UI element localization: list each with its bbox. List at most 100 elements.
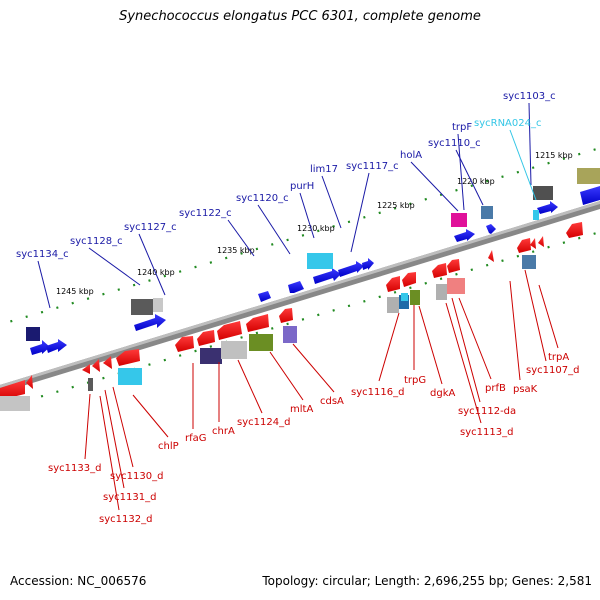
label-leader-line (524, 269, 547, 362)
label-leader-line (445, 302, 482, 424)
gene-arrow[interactable] (175, 336, 194, 352)
forward-gene-label[interactable]: sycRNA024_c (474, 118, 541, 129)
forward-gene-label[interactable]: syc1122_c (179, 208, 232, 219)
gene-arrow[interactable] (116, 349, 140, 366)
gene-arrow[interactable] (217, 321, 242, 340)
reverse-gene-label[interactable]: syc1130_d (110, 471, 163, 482)
feature-box[interactable] (26, 327, 40, 341)
reverse-gene-label[interactable]: rfaG (185, 433, 207, 444)
gene-features (0, 168, 600, 411)
label-leader-line (451, 297, 481, 403)
reverse-gene-label[interactable]: syc1132_d (99, 514, 152, 525)
gene-arrow[interactable] (580, 186, 600, 205)
reverse-gene-label[interactable]: syc1112-da (458, 406, 516, 417)
gene-arrow[interactable] (530, 238, 536, 249)
feature-box[interactable] (577, 168, 600, 184)
reverse-gene-label[interactable]: syc1124_d (237, 417, 290, 428)
feature-box[interactable] (283, 326, 297, 343)
gene-arrow[interactable] (386, 276, 400, 292)
feature-box[interactable] (387, 297, 399, 313)
feature-box[interactable] (153, 298, 163, 312)
gene-arrow[interactable] (30, 340, 50, 355)
feature-box[interactable] (221, 341, 247, 359)
forward-gene-label[interactable]: syc1110_c (428, 138, 481, 149)
reverse-gene-label[interactable]: psaK (513, 384, 538, 395)
label-leader-line (112, 386, 134, 468)
label-leader-line (378, 312, 400, 382)
gene-arrow[interactable] (313, 268, 341, 284)
gene-arrow[interactable] (197, 330, 215, 346)
gene-arrow[interactable] (103, 356, 112, 369)
feature-box[interactable] (447, 278, 465, 294)
label-leader-line (538, 284, 559, 349)
feature-box[interactable] (0, 396, 30, 411)
feature-box[interactable] (249, 334, 273, 351)
feature-box[interactable] (533, 210, 539, 220)
label-leader-line (37, 260, 51, 309)
reverse-gene-label[interactable]: syc1133_d (48, 463, 101, 474)
gene-arrow[interactable] (432, 263, 447, 278)
reverse-gene-label[interactable]: trpA (548, 352, 569, 363)
feature-box[interactable] (451, 213, 467, 227)
gene-arrow[interactable] (82, 364, 90, 374)
reverse-gene-label[interactable]: syc1131_d (103, 492, 156, 503)
forward-gene-label[interactable]: syc1134_c (16, 249, 69, 260)
forward-gene-label[interactable]: lim17 (310, 164, 338, 175)
gene-arrow[interactable] (134, 314, 166, 331)
forward-gene-label[interactable]: holA (400, 150, 422, 161)
gene-arrow[interactable] (486, 224, 496, 234)
feature-box[interactable] (118, 368, 142, 385)
feature-box[interactable] (436, 284, 447, 300)
reverse-gene-label[interactable]: cdsA (320, 396, 344, 407)
gene-arrow[interactable] (402, 272, 416, 287)
feature-box[interactable] (533, 186, 553, 200)
gene-arrow[interactable] (362, 258, 374, 270)
forward-gene-label[interactable]: syc1120_c (236, 193, 289, 204)
feature-box[interactable] (410, 290, 420, 305)
reverse-gene-label[interactable]: trpG (404, 375, 426, 386)
reverse-gene-label[interactable]: prfB (485, 383, 506, 394)
reverse-gene-label[interactable]: syc1116_d (351, 387, 404, 398)
gene-arrow[interactable] (92, 359, 100, 372)
reverse-gene-label[interactable]: mltA (290, 404, 313, 415)
forward-gene-label[interactable]: syc1127_c (124, 222, 177, 233)
genome-summary: Topology: circular; Length: 2,696,255 bp… (262, 574, 592, 588)
label-leader-line (350, 172, 370, 253)
gene-arrow[interactable] (454, 229, 475, 242)
gene-arrow[interactable] (26, 375, 33, 389)
gene-arrow[interactable] (46, 339, 67, 353)
ruler-label: 1215 kbp (535, 151, 573, 160)
forward-gene-label[interactable]: syc1128_c (70, 236, 123, 247)
forward-gene-labels: syc1103_csycRNA024_ctrpFsyc1110_cholAsyc… (16, 91, 556, 309)
gene-arrow[interactable] (488, 250, 494, 262)
gene-arrow[interactable] (538, 236, 544, 247)
gene-arrow[interactable] (447, 259, 460, 273)
feature-box[interactable] (88, 378, 93, 391)
feature-box[interactable] (131, 299, 153, 315)
feature-box[interactable] (307, 253, 333, 269)
reverse-gene-label[interactable]: chrA (212, 426, 235, 437)
gene-arrow[interactable] (258, 291, 271, 302)
feature-box[interactable] (401, 293, 408, 301)
reverse-gene-label[interactable]: chlP (158, 441, 179, 452)
feature-box[interactable] (481, 206, 493, 219)
forward-gene-label[interactable]: syc1103_c (503, 91, 556, 102)
gene-arrow[interactable] (566, 222, 583, 238)
forward-gene-label[interactable]: purH (290, 181, 314, 192)
gene-arrow[interactable] (338, 261, 364, 277)
reverse-gene-label[interactable]: syc1107_d (526, 365, 579, 376)
gene-arrow[interactable] (0, 380, 25, 400)
map-title: Synechococcus elongatus PCC 6301, comple… (119, 9, 481, 24)
reverse-gene-label[interactable]: dgkA (430, 388, 455, 399)
gene-arrow[interactable] (279, 308, 293, 323)
forward-gene-label[interactable]: syc1117_c (346, 161, 399, 172)
reverse-gene-label[interactable]: syc1113_d (460, 427, 513, 438)
gene-arrow[interactable] (517, 238, 531, 253)
feature-box[interactable] (200, 348, 222, 364)
gene-arrow[interactable] (537, 201, 558, 214)
gene-arrow[interactable] (288, 281, 304, 293)
forward-gene-label[interactable]: trpF (452, 122, 472, 133)
feature-box[interactable] (522, 255, 536, 269)
gene-arrow[interactable] (246, 314, 269, 332)
feature-box[interactable] (399, 295, 409, 309)
